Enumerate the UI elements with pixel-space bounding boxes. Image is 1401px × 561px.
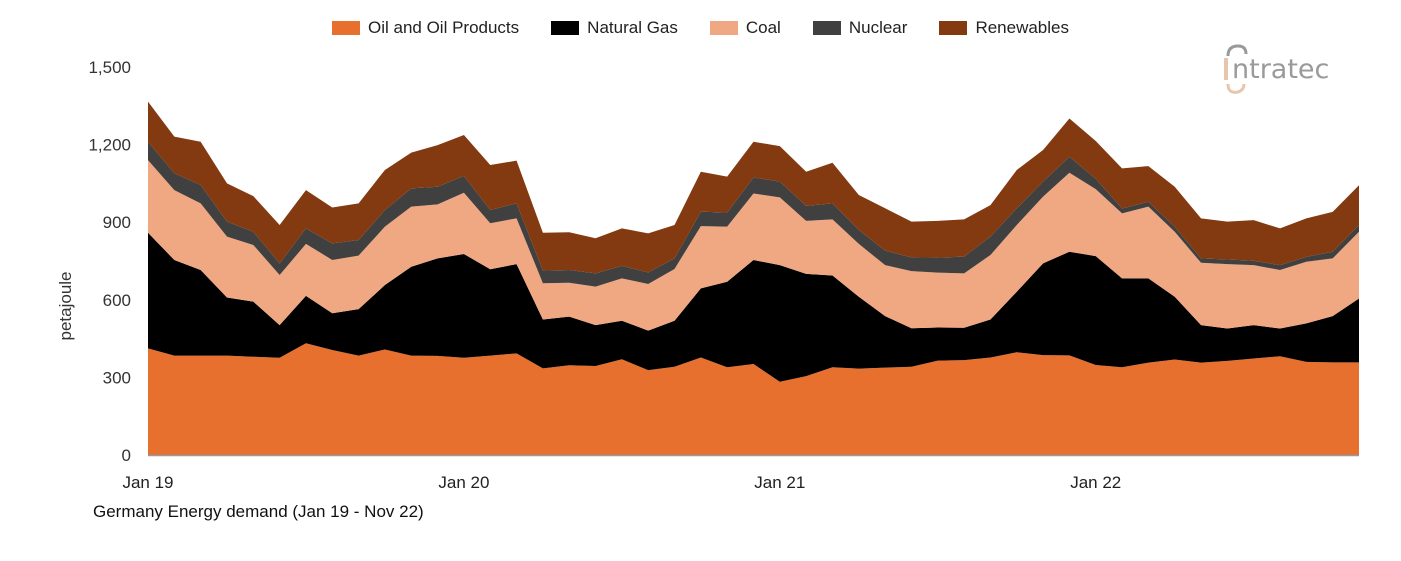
legend-swatch [331,21,360,35]
y-tick-label: 1,500 [88,58,131,77]
legend-swatch [812,21,841,35]
x-tick-label: Jan 22 [1070,473,1121,492]
legend-label: Natural Gas [587,18,678,37]
legend-swatch [709,21,738,35]
chart-title: Germany Energy demand (Jan 19 - Nov 22) [93,502,424,521]
legend-item-renewables: Renewables [939,18,1069,38]
area-nuclear [148,141,1359,287]
legend-label: Coal [745,18,781,37]
y-tick-label: 600 [103,291,131,310]
legend-item-natural-gas: Natural Gas [551,18,678,38]
legend-label: Nuclear [848,18,908,37]
legend-item-oil-and-oil-products: Oil and Oil Products [331,18,520,38]
x-tick-label: Jan 20 [438,473,489,492]
legend: Oil and Oil Products Natural Gas Coal Nucle… [0,18,1401,38]
intratec-logo: ntratec [1220,42,1370,103]
x-tick-label: Jan 19 [122,473,173,492]
y-tick-label: 900 [103,213,131,232]
area-renewables [148,101,1359,274]
area-coal [148,160,1359,331]
legend-item-nuclear: Nuclear [812,18,908,38]
legend-label: Renewables [975,18,1069,37]
area-oil-and-oil-products [148,343,1359,455]
area-natural-gas [148,232,1359,382]
y-tick-label: 300 [103,368,131,387]
legend-item-coal: Coal [709,18,781,38]
y-axis-label: petajoule [56,271,75,340]
legend-swatch [939,21,968,35]
legend-swatch [551,21,580,35]
legend-label: Oil and Oil Products [367,18,520,37]
y-tick-label: 1,200 [88,136,131,155]
y-tick-label: 0 [122,446,131,465]
x-tick-label: Jan 21 [754,473,805,492]
svg-text:ntratec: ntratec [1232,54,1329,85]
